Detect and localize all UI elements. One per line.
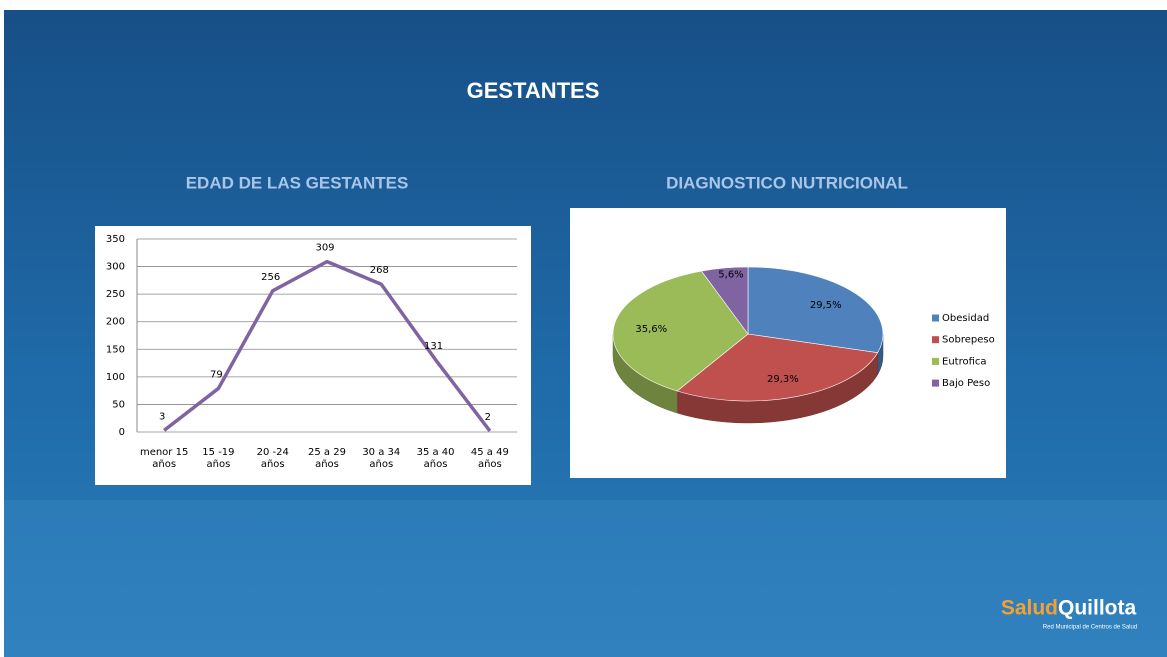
legend-swatch (932, 336, 939, 343)
data-label: 131 (424, 341, 443, 352)
data-label: 268 (370, 265, 389, 276)
brand-part2: Quillota (1058, 597, 1136, 620)
legend-swatch (932, 380, 939, 387)
y-tick-label: 200 (106, 317, 125, 328)
data-label: 256 (261, 272, 280, 283)
stadium-band (4, 500, 1167, 657)
data-label: 29,3% (767, 374, 799, 385)
chart-title: EDAD DE LAS GESTANTES (186, 173, 409, 192)
y-tick-label: 300 (106, 262, 125, 273)
y-tick-label: 0 (119, 427, 125, 438)
y-tick-label: 100 (106, 372, 125, 383)
legend-label: Bajo Peso (942, 378, 990, 389)
data-label: 2 (485, 412, 491, 423)
slide-title: GESTANTES (467, 78, 600, 103)
legend-label: Sobrepeso (942, 335, 995, 346)
data-label: 5,6% (718, 270, 743, 281)
data-label: 309 (315, 243, 334, 254)
y-tick-label: 150 (106, 344, 125, 355)
legend-label: Eutrofica (942, 356, 987, 367)
brand-tagline: Red Municipal de Centros de Salud (1043, 625, 1137, 631)
legend-swatch (932, 315, 939, 322)
data-label: 35,6% (635, 324, 667, 335)
data-label: 3 (159, 411, 165, 422)
legend-label: Obesidad (942, 313, 989, 324)
y-tick-label: 250 (106, 289, 125, 300)
data-label: 79 (210, 369, 223, 380)
chart-title: DIAGNOSTICO NUTRICIONAL (666, 173, 908, 192)
y-tick-label: 350 (106, 234, 125, 245)
brand-part1: Salud (1001, 597, 1058, 620)
page: GESTANTES EDAD DE LAS GESTANTES DIAGNOST… (0, 0, 1167, 657)
legend-swatch (932, 358, 939, 365)
slide: GESTANTES EDAD DE LAS GESTANTES DIAGNOST… (0, 0, 1167, 657)
data-label: 29,5% (810, 300, 842, 311)
y-tick-label: 50 (112, 399, 125, 410)
